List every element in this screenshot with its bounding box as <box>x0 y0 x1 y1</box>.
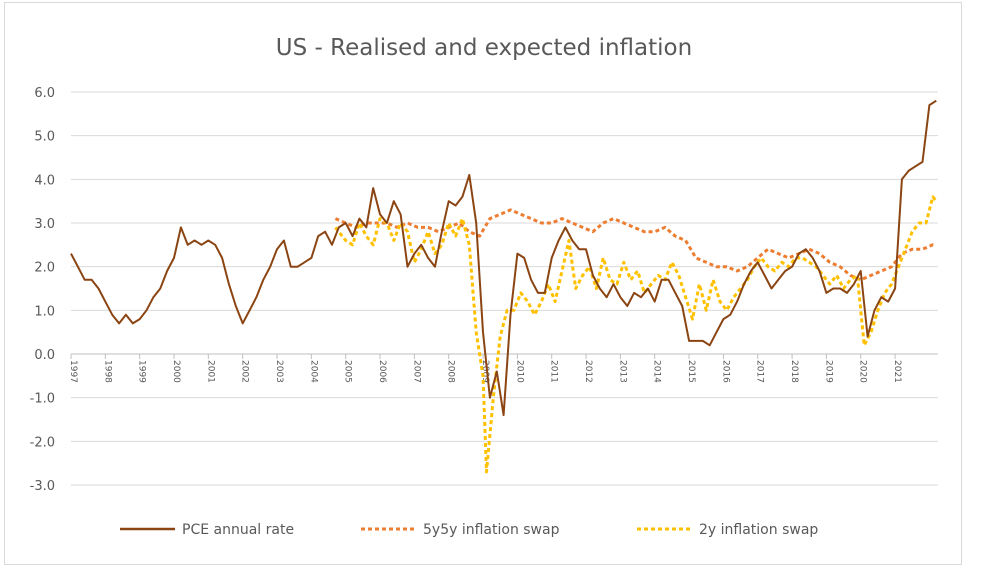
x-tick-label: 2005 <box>343 360 353 383</box>
x-tick-label: 1998 <box>102 360 112 383</box>
y-tick-label: -2.0 <box>30 435 55 450</box>
legend-label-pce: PCE annual rate <box>182 522 294 538</box>
legend: PCE annual rate 5y5y inflation swap 2y i… <box>120 522 818 538</box>
x-tick-label: 2019 <box>823 360 833 383</box>
x-tick-label: 2000 <box>171 360 181 383</box>
chart-title: US - Realised and expected inflation <box>276 35 692 61</box>
x-tick-label: 2016 <box>720 360 730 383</box>
2y-inflation-swap-line <box>334 195 938 474</box>
x-tick-label: 2015 <box>686 360 696 383</box>
y-tick-label: -3.0 <box>30 479 55 494</box>
series-lines <box>70 99 938 474</box>
y-tick-label: -1.0 <box>30 392 55 407</box>
legend-label-5y5y: 5y5y inflation swap <box>423 522 560 538</box>
x-axis-ticks: 1997 1998 1999 2000 2001 2002 2003 2004 2005 2006… <box>68 354 902 383</box>
x-tick-label: 2017 <box>755 360 765 383</box>
x-tick-label: 2001 <box>205 360 215 383</box>
x-tick-label: 2008 <box>446 360 456 383</box>
pce-annual-rate-line <box>70 99 937 417</box>
line-chart: US - Realised and expected inflation 6.0… <box>30 35 938 538</box>
legend-item-pce: PCE annual rate <box>120 522 294 538</box>
x-tick-label: 2009 <box>480 360 490 383</box>
5y5y-inflation-swap-line <box>334 208 937 282</box>
x-tick-label: 2018 <box>789 360 799 383</box>
x-tick-label: 1997 <box>68 360 78 383</box>
y-tick-label: 5.0 <box>34 130 55 145</box>
y-tick-label: 4.0 <box>34 173 55 188</box>
x-tick-label: 2014 <box>652 360 662 383</box>
chart-frame: US - Realised and expected inflation 6.0… <box>4 2 962 565</box>
x-tick-label: 1999 <box>137 360 147 383</box>
x-tick-label: 2010 <box>514 360 524 383</box>
x-tick-label: 2002 <box>240 360 250 383</box>
legend-label-2y: 2y inflation swap <box>699 522 818 538</box>
x-tick-label: 2004 <box>308 360 318 383</box>
legend-item-2y: 2y inflation swap <box>637 522 818 538</box>
x-tick-label: 2021 <box>892 360 902 383</box>
y-tick-label: 6.0 <box>34 86 55 101</box>
x-tick-label: 2020 <box>858 360 868 383</box>
y-tick-label: 0.0 <box>34 348 55 363</box>
y-tick-label: 1.0 <box>34 304 55 319</box>
y-axis-ticks: 6.0 5.0 4.0 3.0 2.0 1.0 0.0 -1.0 -2.0 -3.0 <box>30 86 55 494</box>
legend-item-5y5y: 5y5y inflation swap <box>361 522 560 538</box>
x-tick-label: 2007 <box>411 360 421 383</box>
x-tick-label: 2011 <box>549 360 559 383</box>
x-tick-label: 2003 <box>274 360 284 383</box>
y-tick-label: 2.0 <box>34 261 55 276</box>
x-tick-label: 2012 <box>583 360 593 383</box>
x-tick-label: 2006 <box>377 360 387 383</box>
x-tick-label: 2013 <box>617 360 627 383</box>
gridlines <box>71 91 938 486</box>
y-tick-label: 3.0 <box>34 217 55 232</box>
